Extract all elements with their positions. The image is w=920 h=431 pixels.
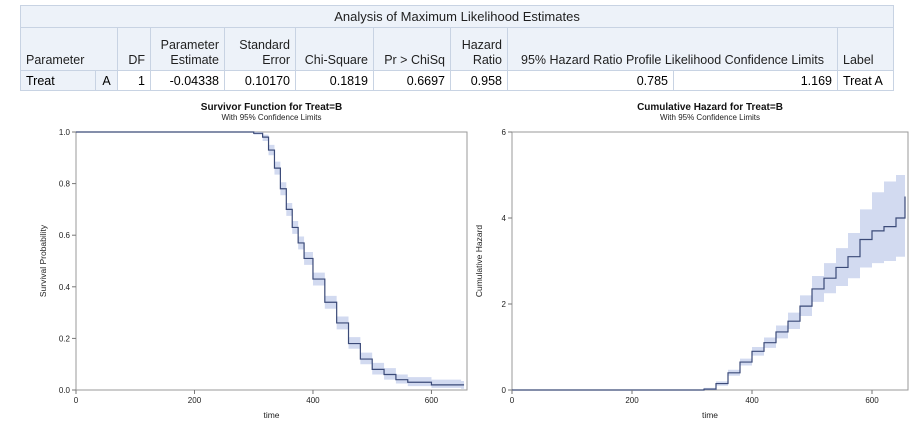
header-chisq: Chi-Square [295,27,374,71]
header-df: DF [117,27,151,71]
y-tick-label: 0.6 [59,231,71,240]
confidence-band [512,175,905,390]
y-tick-label: 2 [502,300,507,309]
header-ci: 95% Hazard Ratio Profile Likelihood Conf… [507,27,838,71]
x-tick-label: 200 [188,396,202,405]
x-tick-label: 0 [74,396,79,405]
y-tick-label: 0.0 [59,386,71,395]
x-axis-label: time [702,410,718,420]
chart-title: Survivor Function for Treat=B [201,102,342,113]
y-tick-label: 6 [502,128,507,137]
cell-ci-upper: 1.169 [673,70,838,91]
hazard-plot: Cumulative Hazard for Treat=B With 95% Co… [474,100,916,428]
x-tick-label: 400 [306,396,320,405]
header-stderr-line1: Standard [239,38,290,52]
header-stderr-line2: Error [262,53,290,67]
y-tick-label: 0.8 [59,180,71,189]
x-tick-label: 0 [510,396,515,405]
x-tick-label: 400 [745,396,759,405]
header-estimate-line2: Estimate [170,53,219,67]
y-axis-label: Cumulative Hazard [474,225,484,298]
cell-estimate: -0.04338 [150,70,225,91]
cell-parameter: Treat [20,70,96,91]
x-tick-label: 600 [865,396,879,405]
estimate-line [512,196,906,391]
cell-hr: 0.958 [450,70,508,91]
x-axis-label: time [263,410,279,420]
table-row: Treat A 1 -0.04338 0.10170 0.1819 0.6697… [20,70,895,91]
header-estimate-line1: Parameter [160,38,219,52]
cell-prchisq: 0.6697 [373,70,451,91]
y-tick-label: 0 [502,386,507,395]
table-title: Analysis of Maximum Likelihood Estimates [19,5,895,28]
y-tick-label: 4 [502,214,507,223]
header-hr: Hazard Ratio [450,27,508,71]
cell-level: A [95,70,118,91]
y-tick-label: 0.4 [59,283,71,292]
chart-subtitle: With 95% Confidence Limits [221,113,321,122]
mle-table: Analysis of Maximum Likelihood Estimates… [19,5,895,91]
x-tick-label: 600 [425,396,439,405]
y-tick-label: 0.2 [59,334,71,343]
plot-frame [75,131,468,391]
x-tick-label: 200 [625,396,639,405]
chart-title: Cumulative Hazard for Treat=B [637,102,783,113]
survivor-plot: Survivor Function for Treat=B With 95% Co… [20,100,475,428]
header-hr-line1: Hazard [461,38,502,52]
chart-subtitle: With 95% Confidence Limits [660,113,760,122]
cell-ci-lower: 0.785 [507,70,674,91]
cell-chisq: 0.1819 [295,70,374,91]
estimate-line [76,131,465,386]
header-prchisq: Pr > ChiSq [373,27,451,71]
cell-label: Treat A [836,70,895,91]
cell-df: 1 [117,70,151,91]
header-estimate: Parameter Estimate [150,27,225,71]
cell-stderr: 0.10170 [224,70,296,91]
header-hr-line2: Ratio [472,53,502,67]
y-tick-label: 1.0 [59,128,71,137]
y-axis-label: Survival Probability [38,224,48,297]
header-stderr: Standard Error [224,27,296,71]
header-parameter: Parameter [20,27,118,71]
header-label: Label [836,27,895,71]
